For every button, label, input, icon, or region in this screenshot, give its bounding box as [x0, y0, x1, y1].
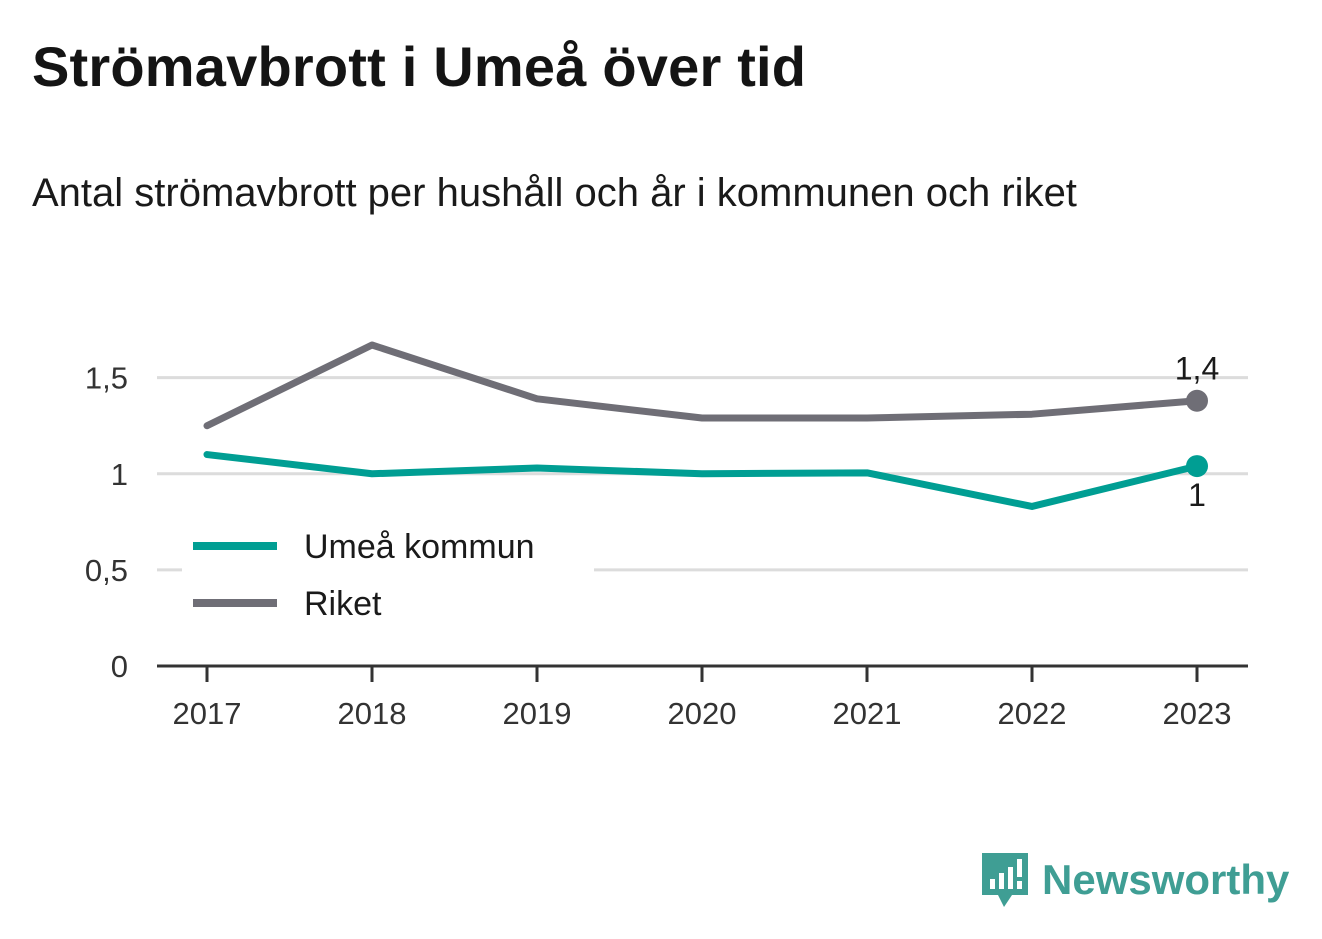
y-tick-label: 0 [111, 649, 128, 684]
brand-name: Newsworthy [1042, 856, 1290, 903]
newsworthy-logo-icon [982, 853, 1028, 907]
x-tick-label: 2017 [173, 696, 242, 731]
x-tick-label: 2018 [338, 696, 407, 731]
series-lines: 1,41 [203, 341, 1219, 513]
series-line [203, 451, 1201, 510]
y-tick-label: 0,5 [85, 553, 128, 588]
series-end-label: 1,4 [1175, 351, 1219, 387]
series-line [203, 341, 1201, 430]
x-axis: 2017 2018 2019 2020 2021 2022 2023 [157, 664, 1248, 731]
series-end-point [1186, 389, 1208, 412]
legend: Umeå kommun Riket [182, 515, 594, 627]
x-tick-label: 2022 [998, 696, 1067, 731]
chart-title: Strömavbrott i Umeå över tid [32, 35, 807, 98]
y-axis-ticks: 0 0,5 1 1,5 [85, 361, 128, 684]
legend-label: Umeå kommun [304, 528, 535, 566]
brand-logo: Newsworthy [980, 850, 1289, 910]
series-end-label: 1 [1188, 477, 1206, 513]
chart-subtitle: Antal strömavbrott per hushåll och år i … [32, 171, 1077, 215]
legend-label: Riket [304, 585, 382, 623]
x-tick-label: 2020 [668, 696, 737, 731]
y-tick-label: 1,5 [85, 361, 128, 396]
legend-background [182, 515, 594, 627]
x-tick-label: 2021 [833, 696, 902, 731]
series-end-point [1186, 455, 1208, 478]
x-tick-label: 2023 [1163, 696, 1232, 731]
y-tick-label: 1 [111, 457, 128, 492]
x-tick-label: 2019 [503, 696, 572, 731]
